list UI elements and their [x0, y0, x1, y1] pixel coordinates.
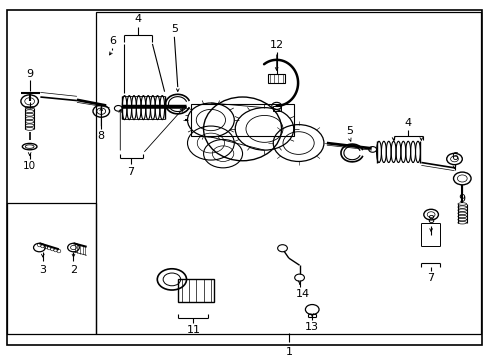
Text: 9: 9	[26, 69, 33, 78]
Bar	[268, 74, 285, 83]
Bar	[178, 279, 214, 302]
Text: 5: 5	[171, 24, 178, 34]
Bar	[192, 104, 294, 136]
Text: 14: 14	[295, 289, 310, 298]
Text: 12: 12	[270, 40, 284, 50]
Text: 11: 11	[186, 325, 200, 335]
Text: 5: 5	[346, 126, 353, 136]
Text: 6: 6	[109, 36, 116, 46]
Text: 4: 4	[405, 118, 412, 128]
Text: 13: 13	[305, 322, 319, 332]
Bar	[97, 12, 481, 334]
Text: 7: 7	[127, 167, 135, 177]
Text: 10: 10	[23, 162, 36, 171]
Text: 2: 2	[70, 265, 77, 275]
Text: 3: 3	[39, 265, 46, 275]
Text: 1: 1	[285, 347, 293, 357]
Text: 6: 6	[451, 152, 458, 162]
Text: 7: 7	[427, 273, 434, 283]
Bar	[273, 106, 281, 111]
Text: 4: 4	[135, 14, 142, 24]
Text: 9: 9	[459, 194, 466, 204]
Bar	[7, 203, 97, 334]
Text: 8: 8	[428, 215, 435, 225]
Text: 8: 8	[98, 131, 105, 141]
